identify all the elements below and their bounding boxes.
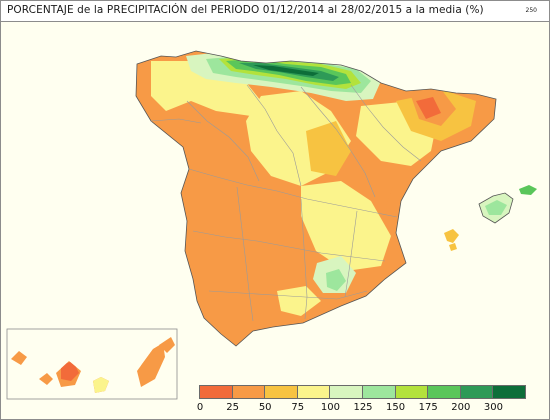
boundary-line [300,198,308,320]
legend-tick-label: 50 [258,402,272,413]
mallorca-coastline [478,192,514,224]
peninsula-coastline [135,50,497,347]
canarias-0-25 [61,361,79,381]
legend-tick-label: 0 [196,402,204,413]
legend-tick-label: 300 [483,402,503,413]
map-code: 250 [525,7,537,14]
legend-swatch [427,385,461,399]
boundary-line [236,186,254,322]
legend-swatch [394,385,429,399]
formentera-island [449,243,457,251]
menorca-island [519,185,537,195]
ibiza-island [444,229,459,243]
peninsula-precip-field [136,51,496,346]
legend-swatch [362,385,396,399]
legend-swatch [264,385,298,399]
boundary-line [344,210,358,298]
legend-swatch [329,385,363,399]
mallorca-125-150 [485,200,507,215]
boundary-line [246,84,302,187]
legend-swatch [296,385,331,399]
legend-tick-label: 75 [291,402,305,413]
boundary-line [150,118,202,124]
legend-swatch [459,385,494,399]
legend-swatch [231,385,266,399]
legend-swatch [492,385,526,399]
map-title: PORCENTAJE de la PRECIPITACIÓN del PERIO… [7,4,484,16]
canarias-75-100 [93,377,109,393]
precipitation-map [6,50,537,400]
boundary-line [192,230,386,262]
boundary-line [350,84,422,162]
legend-tick-label: 25 [226,402,239,413]
boundary-line [300,86,376,198]
region-catalonia-0-25 [416,97,441,119]
province-boundaries [150,84,422,322]
boundary-line [188,168,398,218]
legend-tick-label: 175 [418,402,438,413]
legend-tick-label: 100 [320,402,340,413]
region-north-over-300 [253,65,319,76]
canarias-inset-frame [6,328,178,400]
region-south-125-150 [326,269,346,291]
legend-tick-label: 200 [451,402,471,413]
boundary-line [208,290,368,300]
legend-swatch [199,385,233,399]
region-andalucia-75-100 [277,286,321,316]
canarias-25-50 [141,343,163,379]
region-central-75-100 [301,181,391,271]
legend-tick-label: 150 [386,402,406,413]
canarias-precip-field [11,337,175,393]
legend-tick-label: 125 [353,402,373,413]
title-bar: PORCENTAJE de la PRECIPITACIÓN del PERIO… [1,1,549,22]
boundary-line [186,100,260,182]
